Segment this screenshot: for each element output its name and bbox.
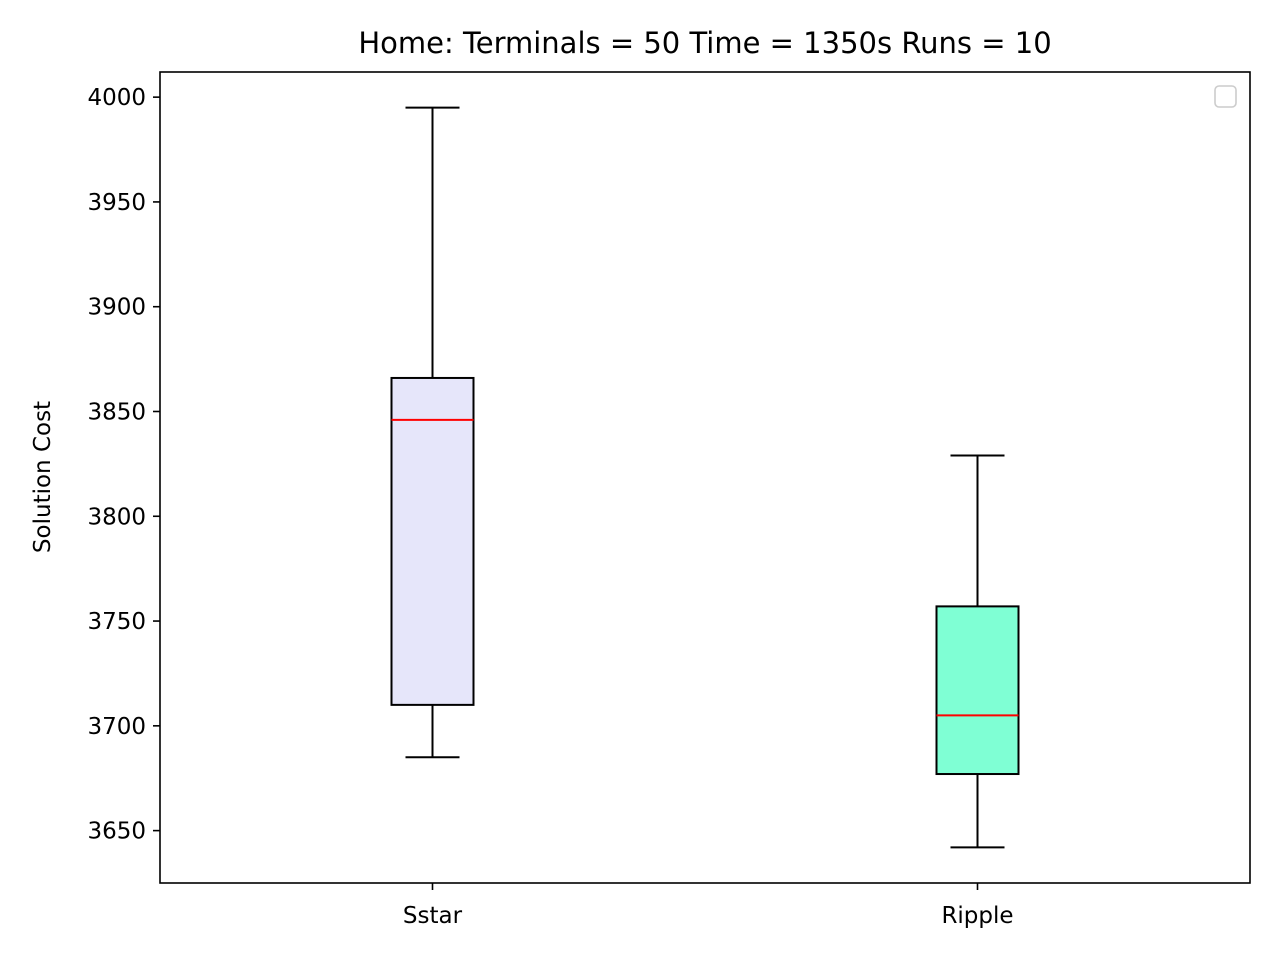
y-tick-label: 3900 [87,295,146,321]
box-body [935,605,1020,776]
x-axis: Sstar Ripple [403,883,1014,929]
y-axis: 3650 3700 3750 3800 3850 3900 3950 4000 [87,85,160,845]
y-axis-label: Solution Cost [30,401,56,553]
y-tick-label: 3750 [87,609,146,635]
plot-area [159,71,1251,884]
box-sstar [390,106,475,759]
x-tick-label: Sstar [403,903,463,929]
y-tick-label: 3950 [87,190,146,216]
y-tick-label: 3650 [87,819,146,845]
box-ripple [935,454,1020,849]
box-body [390,376,475,706]
y-tick-label: 3700 [87,714,146,740]
boxes [390,106,1020,849]
legend-box [1214,85,1237,108]
y-tick-label: 3800 [87,504,146,530]
y-tick-label: 4000 [87,85,146,111]
legend [1214,85,1237,108]
x-tick-label: Ripple [941,903,1013,929]
y-tick-label: 3850 [87,399,146,425]
chart-title: Home: Terminals = 50 Time = 1350s Runs =… [358,26,1051,60]
